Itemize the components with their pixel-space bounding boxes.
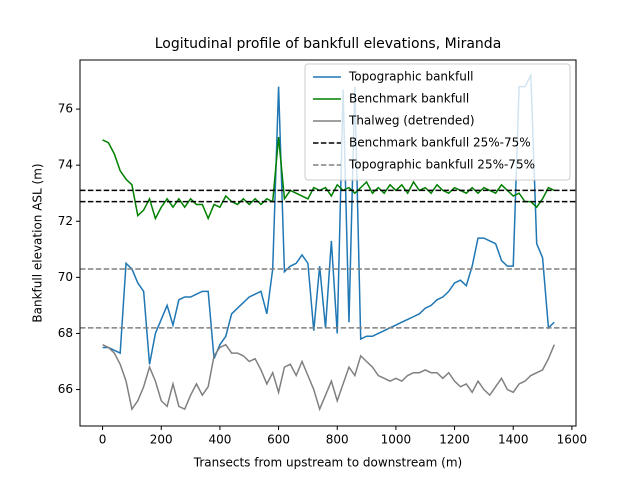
- x-tick-label: 0: [99, 433, 107, 447]
- x-axis-label: Transects from upstream to downstream (m…: [193, 456, 462, 470]
- x-tick-label: 1000: [381, 433, 412, 447]
- y-axis-label: Bankfull elevation ASL (m): [31, 163, 45, 322]
- x-tick-label: 1400: [498, 433, 529, 447]
- plot-frame: [79, 59, 577, 427]
- y-tick-label: 66: [58, 382, 73, 396]
- legend-label: Benchmark bankfull 25%-75%: [349, 136, 531, 150]
- x-tick-label: 1600: [557, 433, 588, 447]
- y-tick-label: 70: [58, 270, 73, 284]
- x-tick-label: 400: [208, 433, 231, 447]
- y-tick-label: 72: [58, 214, 73, 228]
- legend-label: Benchmark bankfull: [349, 92, 469, 106]
- legend-label: Topographic bankfull: [348, 70, 474, 84]
- chart-title: Logitudinal profile of bankfull elevatio…: [155, 36, 502, 52]
- x-tick-label: 1200: [439, 433, 470, 447]
- series-line: [102, 343, 555, 412]
- y-tick-label: 68: [58, 326, 73, 340]
- y-tick-label: 74: [58, 158, 73, 172]
- legend-label: Topographic bankfull 25%-75%: [348, 158, 535, 172]
- legend-box: [304, 63, 571, 181]
- x-tick-label: 800: [326, 433, 349, 447]
- series-line: [102, 137, 555, 221]
- x-tick-label: 600: [267, 433, 290, 447]
- legend-label: Thalweg (detrended): [348, 114, 475, 128]
- y-tick-label: 76: [58, 102, 73, 116]
- x-tick-label: 200: [150, 433, 173, 447]
- series-line: [102, 72, 555, 365]
